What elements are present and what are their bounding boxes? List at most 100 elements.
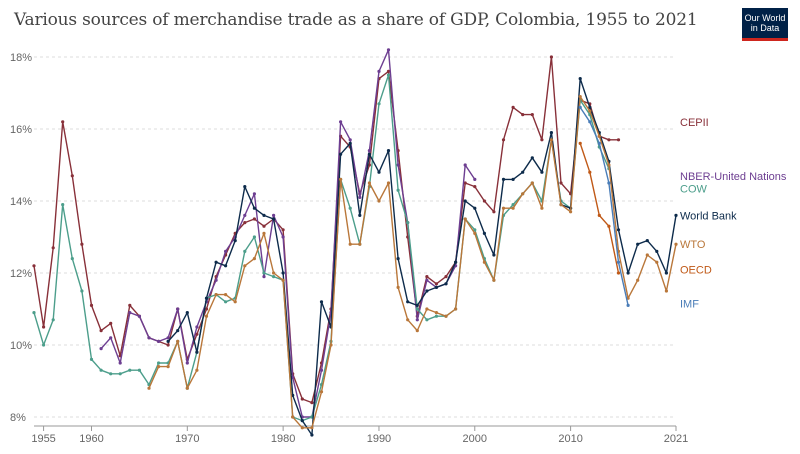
data-point: [645, 239, 649, 243]
data-point: [569, 210, 573, 214]
series-line: [100, 49, 476, 418]
data-point: [214, 260, 218, 264]
data-point: [607, 224, 611, 228]
data-point: [176, 339, 180, 343]
data-point: [204, 314, 209, 318]
data-point: [300, 397, 304, 401]
data-point: [32, 311, 36, 315]
data-point: [386, 181, 391, 185]
data-point: [540, 138, 544, 142]
series-world-bank[interactable]: [166, 77, 678, 437]
data-point: [70, 174, 74, 178]
data-point: [281, 228, 285, 232]
data-point: [415, 307, 419, 311]
data-point: [348, 141, 352, 145]
series-cepii[interactable]: [32, 55, 621, 405]
data-point: [262, 271, 266, 275]
data-point: [578, 95, 582, 99]
owid-logo[interactable]: Our World in Data: [742, 8, 788, 41]
data-point: [559, 203, 563, 207]
data-point: [396, 257, 400, 261]
series-oecd[interactable]: [578, 141, 621, 275]
data-point: [463, 217, 467, 221]
series-label-wto: WTO: [680, 239, 706, 251]
data-point: [185, 386, 189, 390]
data-point: [454, 307, 458, 311]
data-point: [578, 105, 582, 109]
data-point: [61, 120, 65, 124]
data-point: [377, 69, 381, 73]
data-point: [473, 228, 477, 232]
data-point: [511, 206, 515, 210]
data-point: [434, 285, 438, 289]
data-point: [473, 231, 477, 235]
data-point: [243, 213, 247, 217]
data-point: [425, 307, 429, 311]
data-point: [549, 55, 554, 59]
y-axis-ticks: 8% 10% 12% 14% 16% 18%: [10, 52, 32, 424]
data-point: [166, 343, 170, 347]
data-point: [482, 260, 486, 264]
x-axis: 1955 1960 1970 1980 1990 2000 2010 2021: [31, 425, 688, 445]
data-point: [89, 357, 94, 361]
data-point: [626, 271, 630, 275]
data-point: [166, 365, 170, 369]
data-point: [674, 242, 678, 246]
data-point: [626, 303, 630, 307]
data-point: [195, 368, 199, 372]
data-point: [319, 368, 324, 372]
data-point: [262, 275, 266, 279]
data-point: [664, 271, 669, 275]
data-point: [80, 289, 84, 293]
data-point: [549, 138, 554, 142]
data-point: [252, 217, 256, 221]
data-point: [262, 224, 266, 228]
data-point: [262, 213, 266, 217]
data-point: [195, 350, 199, 354]
data-point: [377, 199, 381, 203]
data-point: [319, 300, 324, 304]
data-point: [636, 242, 640, 246]
data-point: [367, 149, 371, 153]
data-point: [482, 231, 486, 235]
data-point: [463, 199, 467, 203]
data-point: [501, 177, 506, 181]
data-point: [521, 113, 525, 117]
data-point: [109, 372, 113, 376]
series-imf[interactable]: [578, 105, 630, 307]
data-point: [406, 318, 410, 322]
data-point: [444, 314, 448, 318]
data-point: [339, 152, 343, 156]
data-point: [444, 275, 448, 279]
data-point: [42, 343, 46, 347]
data-point: [272, 217, 276, 221]
data-point: [396, 285, 400, 289]
y-tick-label: 10%: [10, 340, 32, 352]
data-point: [607, 138, 611, 142]
data-point: [109, 321, 113, 325]
data-point: [540, 206, 544, 210]
series-nber-united-nations[interactable]: [99, 48, 477, 419]
data-point: [204, 296, 209, 300]
data-point: [386, 48, 391, 52]
data-point: [386, 69, 391, 73]
data-point: [664, 289, 669, 293]
data-point: [406, 221, 410, 225]
data-point: [588, 120, 592, 124]
data-point: [358, 242, 362, 246]
data-point: [597, 213, 601, 217]
data-point: [434, 314, 438, 318]
logo-line-1: Our World: [744, 13, 786, 23]
data-point: [655, 249, 659, 253]
data-point: [233, 300, 237, 304]
data-point: [386, 73, 391, 77]
data-point: [358, 213, 362, 217]
series-wto[interactable]: [147, 95, 678, 430]
data-point: [415, 318, 419, 322]
data-point: [99, 347, 103, 351]
data-point: [51, 246, 55, 250]
data-point: [157, 365, 161, 369]
data-point: [214, 293, 218, 297]
data-point: [559, 181, 563, 185]
